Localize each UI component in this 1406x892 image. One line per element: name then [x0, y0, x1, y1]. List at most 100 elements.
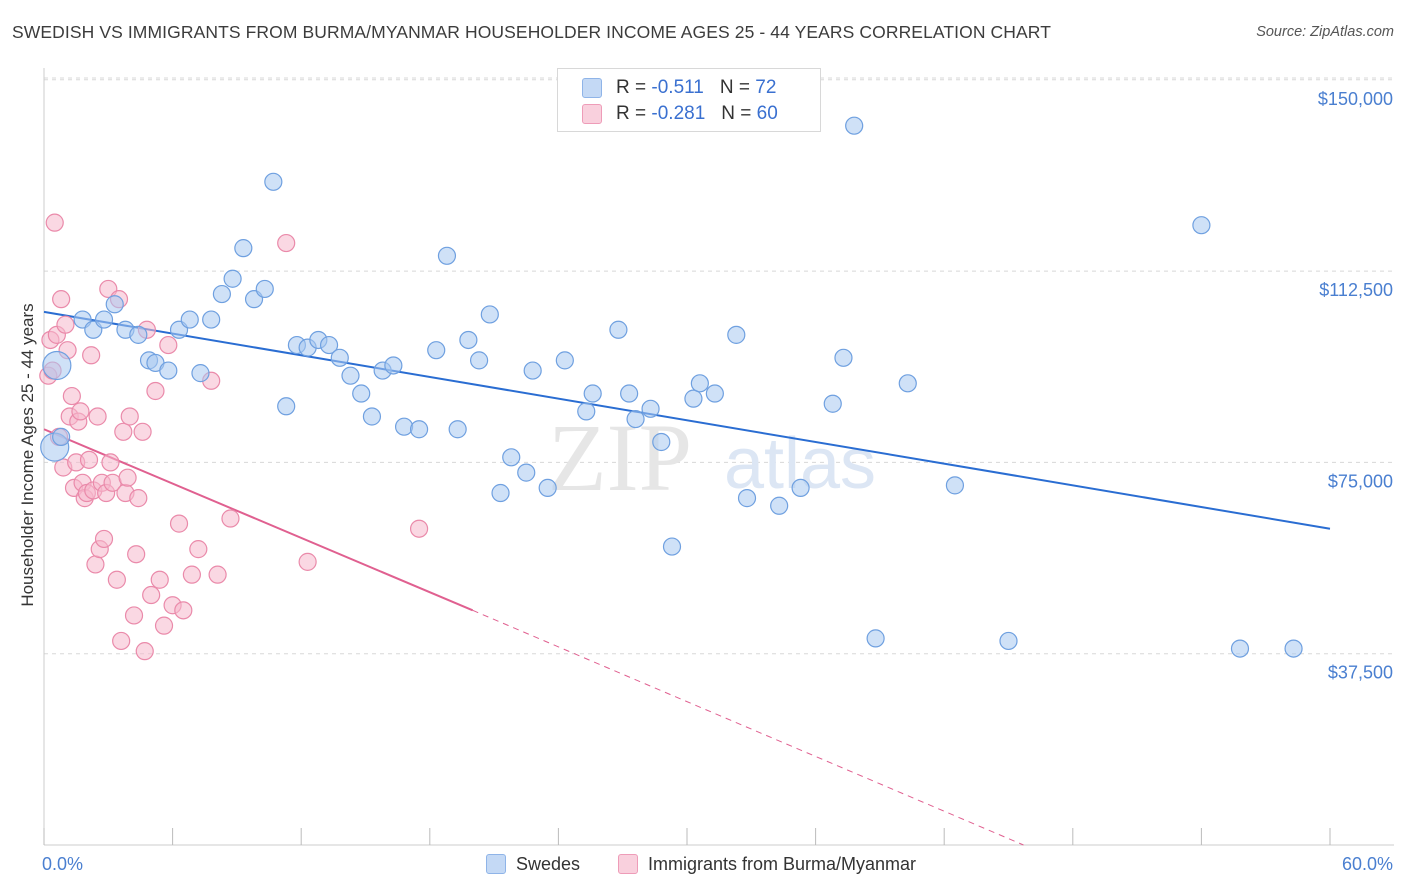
- data-point-swedes: [620, 384, 639, 403]
- data-point-burma: [146, 381, 165, 401]
- data-point-swedes: [737, 489, 757, 508]
- legend-r-value: -0.281: [651, 103, 706, 124]
- data-point-swedes: [409, 420, 429, 439]
- data-point-swedes: [384, 356, 403, 375]
- bottom-legend-burma: Immigrants from Burma/Myanmar: [618, 852, 916, 876]
- data-point-swedes: [517, 463, 536, 482]
- data-point-swedes: [319, 335, 339, 355]
- data-point-burma: [174, 601, 193, 620]
- data-point-burma: [154, 616, 174, 635]
- data-point-burma: [118, 468, 137, 487]
- data-point-swedes: [94, 310, 114, 329]
- data-point-swedes: [652, 432, 671, 452]
- data-point-swedes: [626, 409, 645, 429]
- data-point-burma: [82, 346, 101, 365]
- data-point-swedes: [255, 279, 274, 299]
- data-point-burma: [79, 450, 99, 469]
- x-tick-label-min: 0.0%: [42, 854, 83, 874]
- data-point-swedes: [791, 478, 810, 498]
- data-point-burma: [88, 407, 107, 426]
- data-point-burma: [135, 642, 154, 661]
- source-credit: Source: ZipAtlas.com: [1256, 24, 1394, 40]
- data-point-burma: [52, 290, 71, 309]
- data-point-swedes: [394, 417, 414, 436]
- data-point-swedes: [999, 631, 1018, 651]
- data-point-burma: [112, 631, 131, 651]
- data-point-swedes: [1284, 639, 1303, 658]
- data-point-burma: [94, 529, 114, 549]
- data-point-swedes: [727, 325, 746, 344]
- data-point-burma: [189, 540, 208, 559]
- data-point-swedes: [191, 364, 210, 383]
- data-point-burma: [101, 453, 120, 472]
- data-point-swedes: [898, 374, 917, 393]
- data-point-swedes: [352, 384, 371, 403]
- legend-n-value: 60: [756, 103, 778, 124]
- data-point-swedes: [341, 366, 360, 385]
- data-point-burma: [409, 519, 429, 538]
- trend-line-burma-extension: [472, 609, 1024, 846]
- y-axis-label: Householder Income Ages 25 - 44 years: [18, 303, 37, 606]
- data-point-swedes: [330, 348, 349, 367]
- trend-line-swedes: [43, 310, 1331, 530]
- data-point-swedes: [427, 341, 446, 360]
- data-point-swedes: [845, 116, 864, 135]
- data-point-swedes: [1230, 639, 1250, 658]
- data-point-swedes: [502, 448, 521, 467]
- data-point-burma: [62, 386, 81, 406]
- data-point-swedes: [538, 478, 557, 498]
- data-point-burma: [124, 606, 144, 625]
- legend-n-label: N =: [719, 77, 750, 98]
- legend-r-label: R =: [616, 77, 647, 98]
- data-point-swedes: [42, 350, 72, 381]
- data-point-burma: [142, 585, 161, 605]
- data-point-swedes: [491, 483, 510, 503]
- data-point-burma: [221, 509, 240, 528]
- data-point-swedes: [480, 305, 499, 324]
- label-layer: $37,500 $75,000 $112,500 $150,000 0.0% 60.0% H…: [18, 89, 1393, 874]
- data-point-swedes: [277, 397, 296, 416]
- legend-row-burma: R = -0.281 N = 60: [582, 101, 778, 127]
- trend-layer: [43, 310, 1331, 846]
- legend-r-label: R =: [616, 103, 647, 124]
- data-point-burma: [86, 555, 105, 574]
- data-point-swedes: [684, 389, 703, 408]
- data-point-swedes: [180, 310, 199, 329]
- data-point-burma: [182, 565, 201, 584]
- data-point-swedes: [437, 246, 457, 265]
- data-point-swedes: [690, 374, 709, 393]
- data-point-swedes: [555, 351, 574, 370]
- y-tick-label: $150,000: [1318, 89, 1393, 109]
- axis-layer: [43, 68, 1394, 846]
- legend-row-swedes: R = -0.511 N = 72: [582, 75, 776, 101]
- data-point-swedes: [705, 384, 724, 403]
- data-point-swedes: [448, 420, 467, 439]
- watermark-zip: ZIP: [548, 404, 692, 511]
- legend-r-value: -0.511: [651, 77, 704, 98]
- bottom-legend-label-swedes: Swedes: [516, 853, 581, 874]
- correlation-legend: R = -0.511 N = 72 R = -0.281 N = 60: [557, 68, 821, 132]
- data-point-swedes: [159, 361, 178, 380]
- data-point-swedes: [945, 476, 965, 495]
- data-point-swedes: [770, 496, 789, 515]
- data-point-burma: [71, 402, 90, 421]
- data-point-swedes: [823, 394, 842, 413]
- data-point-swedes: [577, 402, 596, 421]
- data-point-burma: [277, 233, 296, 253]
- points-layer: [39, 116, 1303, 661]
- data-point-burma: [120, 407, 139, 426]
- legend-swatch-swedes: [582, 78, 602, 98]
- data-point-swedes: [459, 330, 478, 350]
- y-tick-label: $37,500: [1328, 663, 1393, 683]
- data-point-swedes: [234, 239, 253, 258]
- data-point-swedes: [641, 399, 660, 418]
- data-point-burma: [129, 489, 148, 508]
- legend-swatch-burma: [582, 104, 602, 124]
- chart-title: SWEDISH VS IMMIGRANTS FROM BURMA/MYANMAR…: [12, 22, 1052, 42]
- bottom-legend-swatch-swedes: [486, 854, 506, 874]
- data-point-swedes: [469, 351, 489, 370]
- data-point-swedes: [202, 310, 221, 329]
- data-point-burma: [133, 422, 152, 441]
- y-tick-label: $112,500: [1319, 280, 1393, 300]
